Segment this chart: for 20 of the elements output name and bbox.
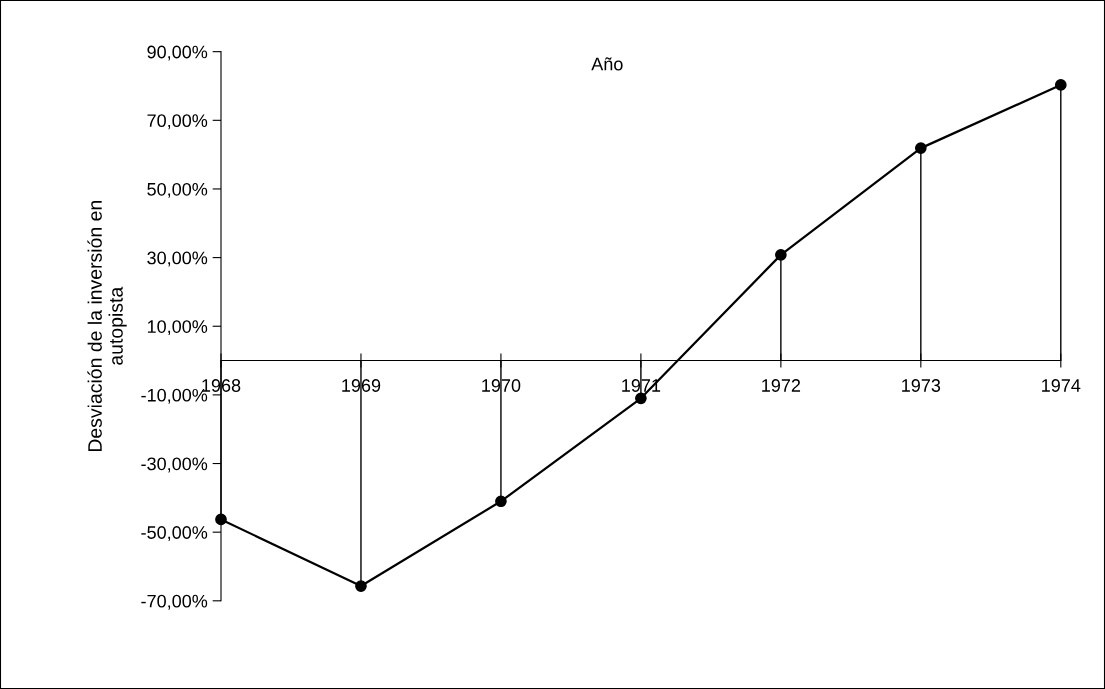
y-tick-label: -50,00% xyxy=(141,526,208,542)
point xyxy=(495,495,507,508)
y-tick-label: -30,00% xyxy=(141,457,208,473)
point xyxy=(1054,79,1067,91)
point xyxy=(914,142,927,154)
point xyxy=(355,580,367,592)
x-tick-label: 1974 xyxy=(1042,379,1081,392)
y-axis-title: Desviación de la inversión en autopista xyxy=(87,201,127,452)
point xyxy=(775,249,787,261)
y-tick-label: 50,00% xyxy=(147,182,208,198)
point xyxy=(635,392,647,405)
y-tick-label: 30,00% xyxy=(147,251,208,267)
y-tick-label: 90,00% xyxy=(147,45,208,61)
x-tick-label: 1972 xyxy=(762,379,801,392)
y-tick-label: 10,00% xyxy=(147,320,208,336)
y-tick-label: 70,00% xyxy=(147,114,208,130)
point xyxy=(215,513,227,526)
y-tick-label: -70,00% xyxy=(141,594,208,610)
x-tick-label: 1973 xyxy=(902,379,941,392)
x-axis-title: Año xyxy=(591,57,623,71)
